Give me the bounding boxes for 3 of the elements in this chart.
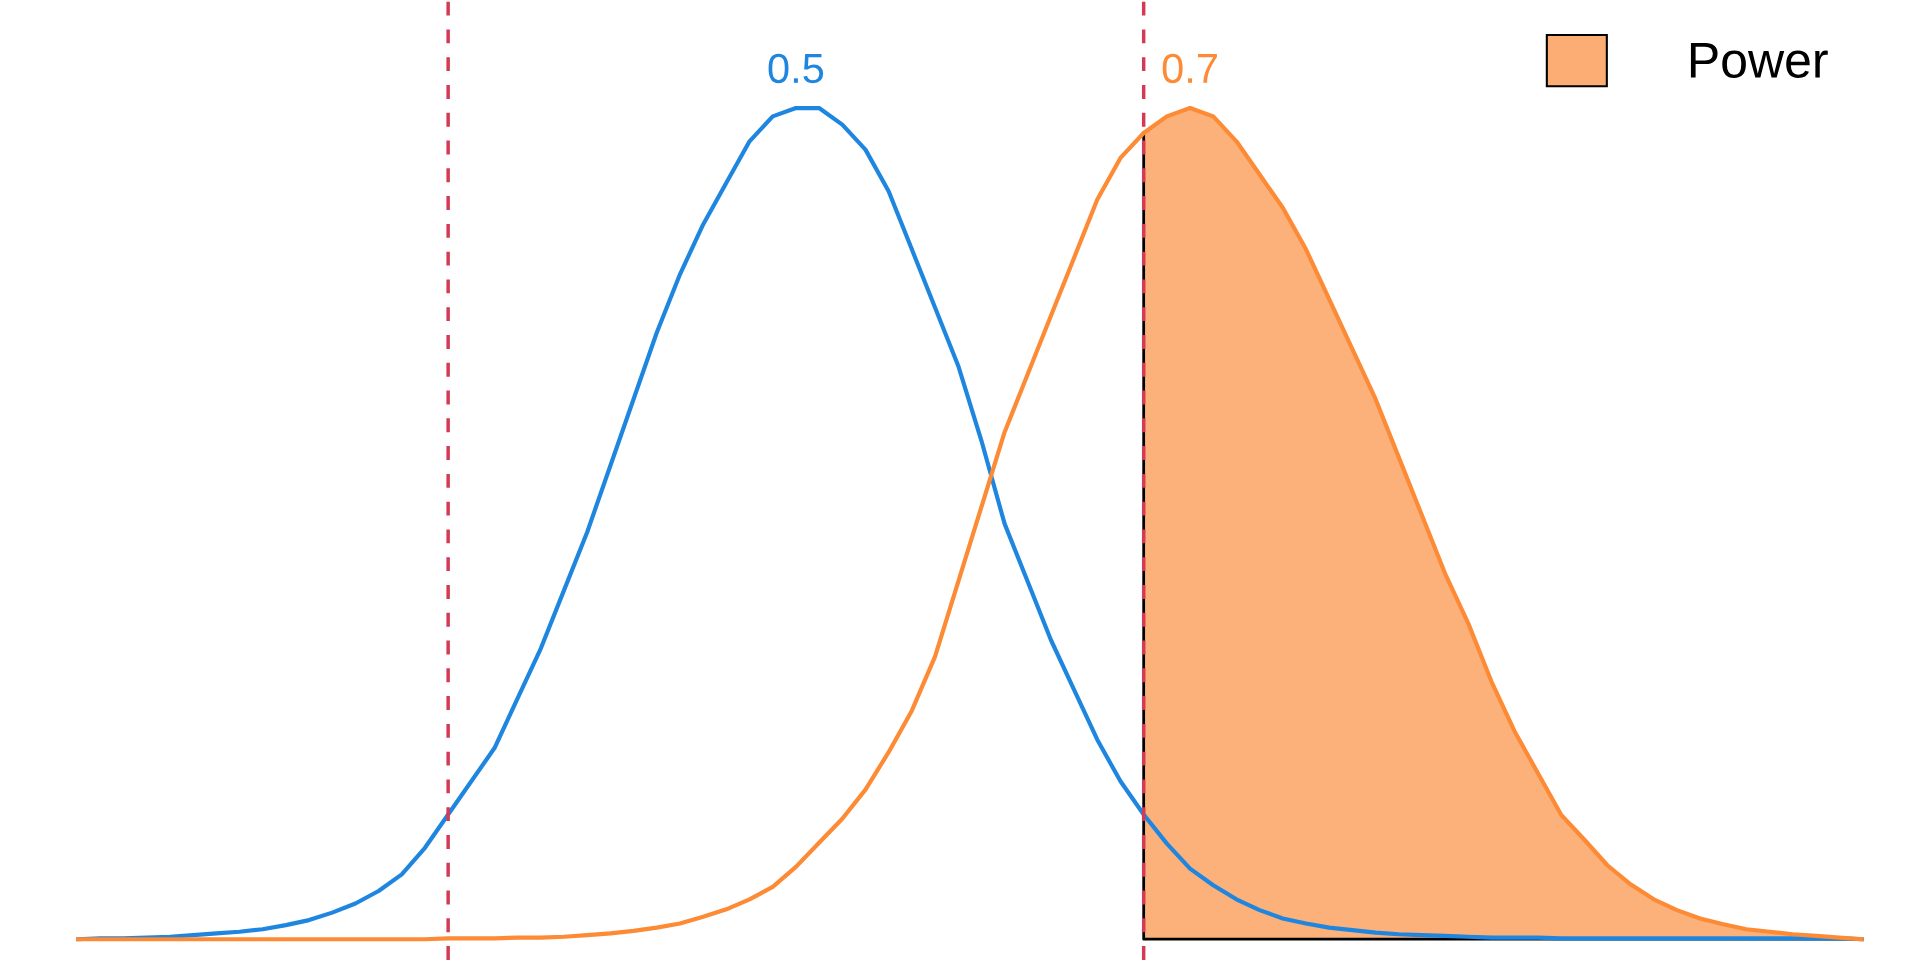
legend-label: Power [1690, 43, 1828, 78]
series-label: 0.5 [768, 53, 824, 84]
series-label: 0.7 [1162, 53, 1217, 84]
